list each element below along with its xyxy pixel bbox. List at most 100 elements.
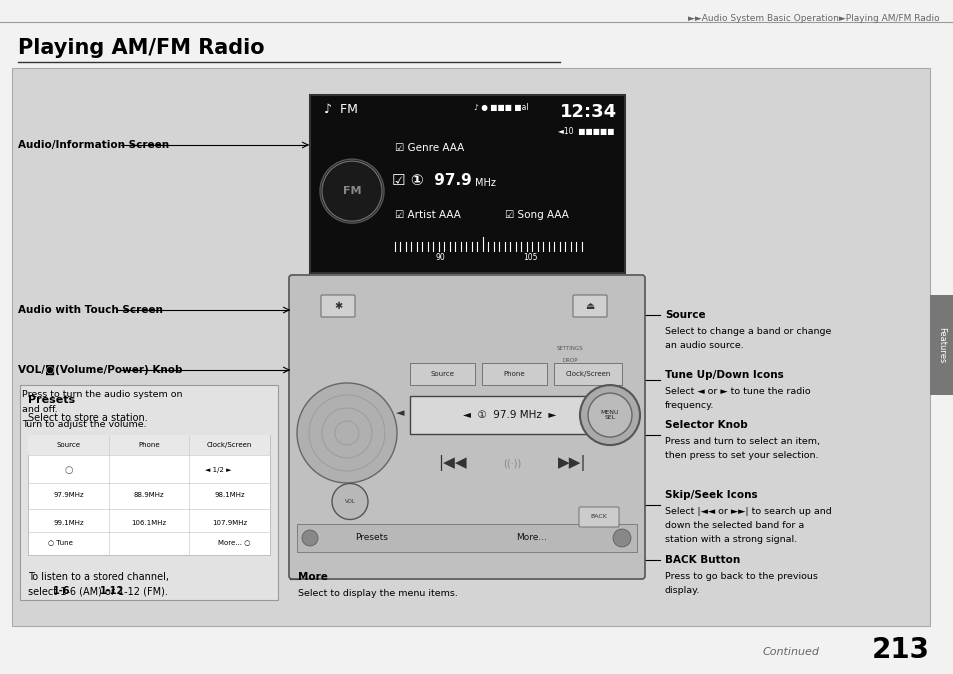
Text: More: More (297, 572, 328, 582)
Text: ♪ ● ■■■ ■al: ♪ ● ■■■ ■al (474, 103, 528, 112)
Text: VOL/◙(Volume/Power) Knob: VOL/◙(Volume/Power) Knob (18, 365, 182, 375)
Text: Playing AM/FM Radio: Playing AM/FM Radio (18, 38, 264, 58)
Circle shape (296, 383, 396, 483)
Text: Source: Source (56, 442, 80, 448)
Text: Select to display the menu items.: Select to display the menu items. (297, 589, 457, 598)
Text: 88.9MHz: 88.9MHz (133, 492, 164, 498)
Text: FM: FM (342, 186, 361, 196)
Text: Select to store a station.: Select to store a station. (28, 413, 148, 423)
Bar (410, 396, 609, 434)
Text: BACK: BACK (590, 514, 607, 520)
Text: ►►Audio System Basic Operation►Playing AM/FM Radio: ►►Audio System Basic Operation►Playing A… (688, 14, 939, 23)
Text: Audio/Information Screen: Audio/Information Screen (18, 140, 169, 150)
Circle shape (587, 393, 631, 437)
Text: Select to change a band or change: Select to change a band or change (664, 327, 830, 336)
Text: ☑ Artist AAA: ☑ Artist AAA (395, 210, 460, 220)
Text: To listen to a stored channel,: To listen to a stored channel, (28, 572, 169, 582)
Text: Press and turn to select an item,: Press and turn to select an item, (664, 437, 820, 446)
Text: then press to set your selection.: then press to set your selection. (664, 451, 818, 460)
Text: Selector Knob: Selector Knob (664, 420, 747, 430)
Text: Audio with Touch Screen: Audio with Touch Screen (18, 305, 163, 315)
Text: MHz: MHz (475, 178, 496, 188)
Text: ✱: ✱ (334, 301, 342, 311)
Text: Skip/Seek Icons: Skip/Seek Icons (664, 490, 757, 500)
Bar (28, 435, 270, 555)
Text: Select ◄ or ► to tune the radio: Select ◄ or ► to tune the radio (664, 387, 810, 396)
Text: 98.1MHz: 98.1MHz (214, 492, 245, 498)
Text: ((·)): ((·)) (502, 458, 520, 468)
Text: Clock/Screen: Clock/Screen (207, 442, 253, 448)
Text: Select |◄◄ or ►►| to search up and: Select |◄◄ or ►►| to search up and (664, 507, 831, 516)
Text: ◄10  ■■■■■: ◄10 ■■■■■ (558, 127, 615, 136)
Text: down the selected band for a: down the selected band for a (664, 521, 803, 530)
Text: 106.1MHz: 106.1MHz (132, 520, 167, 526)
FancyBboxPatch shape (481, 363, 546, 385)
Text: ○ Tune: ○ Tune (48, 539, 72, 545)
Circle shape (302, 530, 317, 546)
Text: SETTINGS: SETTINGS (556, 346, 583, 350)
FancyBboxPatch shape (554, 363, 621, 385)
Text: select 1-6 (AM) or 1-12 (FM).: select 1-6 (AM) or 1-12 (FM). (28, 586, 168, 596)
Text: ○: ○ (64, 465, 72, 475)
Text: 97.9MHz: 97.9MHz (53, 492, 84, 498)
FancyBboxPatch shape (320, 295, 355, 317)
Text: MENU
SEL: MENU SEL (600, 410, 618, 421)
Text: Phone: Phone (138, 442, 160, 448)
Text: Features: Features (937, 327, 945, 363)
Text: DROP: DROP (561, 357, 578, 363)
Circle shape (579, 385, 639, 445)
Text: Press to go back to the previous: Press to go back to the previous (664, 572, 817, 581)
Text: |◀◀: |◀◀ (437, 455, 466, 471)
Text: VOL: VOL (344, 499, 355, 504)
Text: Turn to adjust the volume.: Turn to adjust the volume. (22, 420, 147, 429)
Text: Press to turn the audio system on: Press to turn the audio system on (22, 390, 182, 399)
Text: ◄  ①  97.9 MHz  ►: ◄ ① 97.9 MHz ► (463, 410, 557, 420)
Text: 213: 213 (871, 636, 929, 664)
Text: More... ○: More... ○ (217, 539, 250, 545)
Circle shape (319, 159, 384, 223)
Bar (310, 95, 624, 273)
Text: station with a strong signal.: station with a strong signal. (664, 535, 797, 544)
Text: Presets: Presets (28, 395, 75, 405)
Text: ♪  FM: ♪ FM (324, 103, 357, 116)
Text: Continued: Continued (762, 647, 820, 657)
Text: and off.: and off. (22, 405, 57, 414)
FancyBboxPatch shape (573, 295, 606, 317)
Circle shape (332, 483, 368, 520)
Bar (296, 524, 637, 552)
Circle shape (613, 529, 630, 547)
Text: frequency.: frequency. (664, 401, 714, 410)
Text: Clock/Screen: Clock/Screen (565, 371, 610, 377)
Text: 99.1MHz: 99.1MHz (53, 520, 84, 526)
Text: 107.9MHz: 107.9MHz (212, 520, 247, 526)
Bar (12, 68, 929, 626)
Bar (929, 295, 953, 395)
Text: BACK Button: BACK Button (664, 555, 740, 565)
Text: Tune Up/Down Icons: Tune Up/Down Icons (664, 370, 783, 380)
Text: Phone: Phone (503, 371, 525, 377)
FancyBboxPatch shape (578, 507, 618, 527)
Text: Presets: Presets (355, 534, 388, 543)
FancyBboxPatch shape (410, 363, 475, 385)
Bar (28, 435, 270, 455)
Text: ⏏: ⏏ (585, 301, 594, 311)
Text: ◄: ◄ (395, 408, 404, 418)
FancyBboxPatch shape (289, 275, 644, 579)
Text: an audio source.: an audio source. (664, 341, 743, 350)
Text: More...: More... (516, 534, 547, 543)
Text: ☑ ①  97.9: ☑ ① 97.9 (392, 173, 471, 188)
Text: ☑ Genre AAA: ☑ Genre AAA (395, 143, 464, 153)
Text: 1-12: 1-12 (100, 586, 124, 596)
Text: 1-6: 1-6 (53, 586, 71, 596)
Text: ▶▶|: ▶▶| (558, 455, 586, 471)
Text: ◄ 1/2 ►: ◄ 1/2 ► (205, 467, 232, 473)
Text: display.: display. (664, 586, 700, 595)
Text: Source: Source (430, 371, 454, 377)
Text: 90: 90 (435, 253, 444, 262)
Text: ☑ Song AAA: ☑ Song AAA (504, 210, 568, 220)
Text: ►: ► (613, 408, 621, 418)
Text: 12:34: 12:34 (559, 103, 617, 121)
Bar (20, 385, 277, 600)
Text: 105: 105 (522, 253, 537, 262)
Text: Source: Source (664, 310, 705, 320)
